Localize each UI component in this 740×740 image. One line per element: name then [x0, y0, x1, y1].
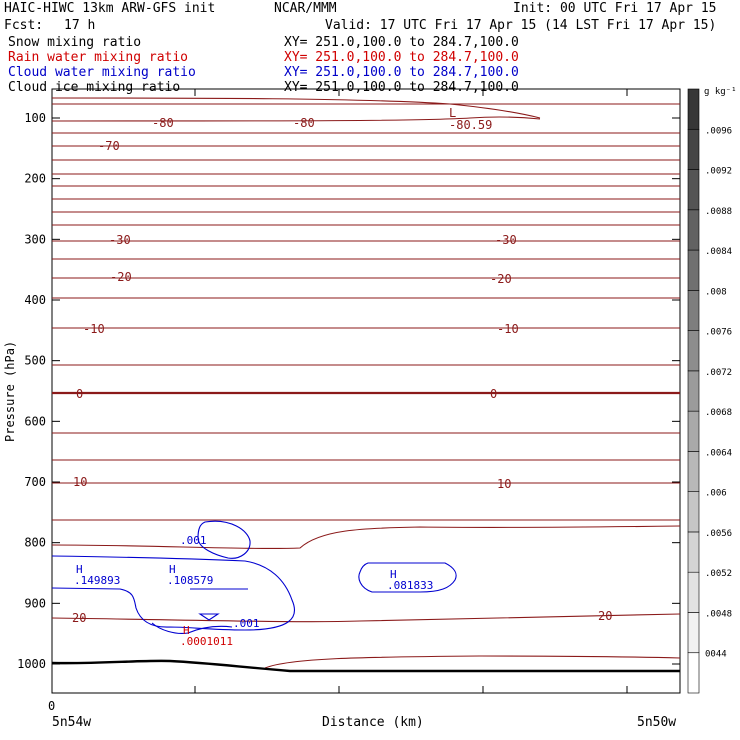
x-tick-label-0: 0 [48, 699, 55, 713]
x-end-label-left: 5n54w [52, 715, 91, 730]
cloud-water-label: .149893 [74, 574, 120, 587]
field-cloudice-xy: XY= 251.0,100.0 to 284.7,100.0 [284, 80, 519, 95]
colorbar-swatch [687, 410, 700, 452]
valid-time: Valid: 17 UTC Fri 17 Apr 15 (14 LST Fri … [325, 18, 717, 33]
field-cloudwater-xy: XY= 251.0,100.0 to 284.7,100.0 [284, 65, 519, 80]
colorbar-label: .0092 [705, 167, 732, 177]
colorbar-label: .0064 [705, 448, 732, 458]
colorbar-label: .008 [705, 287, 727, 297]
isotherm-label: -20 [110, 270, 132, 284]
colorbar-swatch [687, 330, 700, 372]
rain-label: .0001011 [180, 635, 233, 648]
y-tick-label: 700 [24, 475, 46, 489]
isotherm-label: -10 [83, 322, 105, 336]
y-tick-label: 400 [24, 293, 46, 307]
plot-title: HAIC-HIWC 13km ARW-GFS init [4, 1, 216, 16]
y-tick-label: 800 [24, 536, 46, 550]
colorbar-unit: g kg⁻¹ [704, 87, 737, 97]
colorbar-swatch [687, 571, 700, 613]
isotherm-label: 10 [73, 475, 87, 489]
isotherm-label: -80 [152, 116, 174, 130]
colorbar: 0044 .0048 .0052 .0056 .006 .0064 .0068 .0072 .0… [687, 88, 732, 694]
colorbar-label: .0052 [705, 569, 732, 579]
cloud-water-label: .001 [180, 534, 207, 547]
cloud-water-label: .001 [233, 617, 260, 630]
colorbar-swatch [687, 209, 700, 251]
cloud-water-label: H [76, 563, 83, 576]
y-tick-label: 900 [24, 596, 46, 610]
isotherm-label: 20 [72, 611, 86, 625]
isotherm-label: -20 [490, 272, 512, 286]
y-tick-label: 200 [24, 172, 46, 186]
colorbar-swatch [687, 88, 700, 130]
colorbar-label: .0068 [705, 408, 732, 418]
y-tick-label: 500 [24, 354, 46, 368]
colorbar-swatch [687, 370, 700, 412]
isotherm-label: -30 [109, 233, 131, 247]
field-rain-xy: XY= 251.0,100.0 to 284.7,100.0 [284, 50, 519, 65]
isotherms [51, 97, 681, 669]
rain-labels: H .0001011 [180, 624, 233, 648]
cloud-water-label: H [390, 568, 397, 581]
colorbar-label: .006 [705, 489, 727, 499]
isotherm-labels: -80 -80 -80.59 L -70 -30 -30 -20 -20 -10… [72, 106, 612, 625]
cloud-water-label: H [169, 563, 176, 576]
colorbar-swatch [687, 249, 700, 291]
x-axis-label: Distance (km) [322, 715, 424, 730]
isotherm-label: -80 [293, 116, 315, 130]
cloud-water-label: .081833 [387, 579, 433, 592]
colorbar-label: .0048 [705, 609, 732, 619]
rain-label: H [183, 624, 190, 637]
isotherm-label: 0 [490, 387, 497, 401]
colorbar-swatch [687, 652, 700, 694]
fcst-value: 17 h [64, 18, 96, 33]
field-snow-name: Snow mixing ratio [8, 35, 142, 50]
colorbar-label: 0044 [705, 650, 727, 660]
x-axis [194, 89, 628, 693]
fcst-label: Fcst: [4, 18, 44, 33]
colorbar-label: .0088 [705, 207, 732, 217]
isotherm-label: -80.59 [449, 118, 492, 132]
colorbar-swatch [687, 128, 700, 170]
cloud-water-labels: .001 H .149893 H .108579 H .081833 .001 [74, 534, 433, 630]
colorbar-swatch [687, 451, 700, 492]
field-rain-name: Rain water mixing ratio [8, 50, 189, 65]
isotherm-label: 0 [76, 387, 83, 401]
colorbar-swatch [687, 531, 700, 573]
field-snow-xy: XY= 251.0,100.0 to 284.7,100.0 [284, 35, 519, 50]
field-cloudwater-name: Cloud water mixing ratio [8, 65, 196, 80]
x-end-label-right: 5n50w [637, 715, 676, 730]
colorbar-swatch [687, 290, 700, 331]
colorbar-label: .0072 [705, 368, 732, 378]
plot-frame [51, 88, 681, 694]
colorbar-label: .0076 [705, 328, 732, 338]
isotherm-label: -10 [497, 322, 519, 336]
isotherm-label: 10 [497, 477, 511, 491]
init-time: Init: 00 UTC Fri 17 Apr 15 [513, 1, 717, 16]
isotherm-label: -70 [98, 139, 120, 153]
field-cloudice-name: Cloud ice mixing ratio [8, 80, 181, 95]
y-tick-label: 100 [24, 111, 46, 125]
y-tick-label: 600 [24, 414, 46, 428]
y-tick-label: 300 [24, 232, 46, 246]
colorbar-swatch [687, 612, 700, 654]
cloud-water-contours [51, 520, 457, 634]
colorbar-label: .0056 [705, 529, 732, 539]
terrain-surface [51, 659, 680, 673]
isotherm-label: -30 [495, 233, 517, 247]
colorbar-swatch [687, 491, 700, 533]
isotherm-label: L [449, 106, 456, 120]
colorbar-label: .0096 [705, 126, 732, 136]
colorbar-swatch [687, 169, 700, 211]
isotherm-label: 20 [598, 609, 612, 623]
y-tick-label: 1000 [17, 657, 46, 671]
y-axis-label: Pressure (hPa) [3, 341, 17, 442]
cloud-water-label: .108579 [167, 574, 213, 587]
colorbar-label: .0084 [705, 247, 732, 257]
org-label: NCAR/MMM [274, 1, 337, 16]
